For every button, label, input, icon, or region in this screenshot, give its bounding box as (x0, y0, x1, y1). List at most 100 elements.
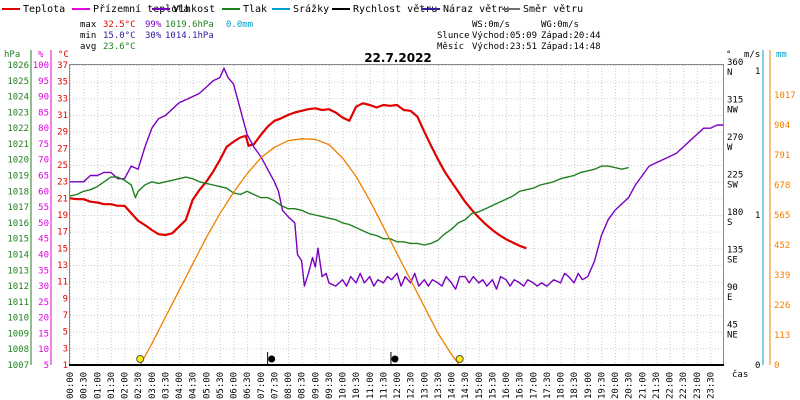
time-tick-label: 07:00 (257, 372, 267, 399)
temperature-tick-label: 27 (57, 144, 68, 154)
wind-tick-label: 1 (755, 67, 760, 77)
time-tick-label: 03:00 (148, 372, 158, 399)
stats-max-label: max (80, 20, 97, 30)
temperature-unit-label: °C (58, 50, 69, 60)
time-tick-label: 16:00 (502, 372, 512, 399)
time-tick-label: 06:30 (243, 372, 253, 399)
direction-unit-label: ° (726, 50, 731, 60)
pressure-tick-label: 1012 (7, 282, 29, 292)
temperature-tick-label: 33 (57, 94, 68, 104)
pressure-tick-label: 1026 (7, 61, 29, 71)
time-tick-label: 21:00 (638, 372, 648, 399)
time-tick-label: 08:30 (298, 372, 308, 399)
temperature-tick-label: 3 (63, 344, 68, 354)
temperature-tick-label: 9 (63, 294, 68, 304)
humidity-tick-label: 35 (38, 266, 49, 276)
legend-item-prizemni-teplota: Přízemní teplota (72, 3, 189, 15)
stats-min-pressure: 1014.1hPa (165, 31, 214, 41)
humidity-tick-label: 30 (38, 282, 49, 292)
time-tick-label: 02:30 (134, 372, 144, 399)
humidity-tick-label: 10 (38, 345, 49, 355)
time-tick-label: 20:30 (625, 372, 635, 399)
pressure-tick-label: 1017 (7, 203, 29, 213)
humidity-tick-label: 70 (38, 156, 49, 166)
legend-item-rychlost-vetru: Rychlost větru (332, 3, 437, 15)
legend-label: Náraz větru (443, 3, 509, 15)
time-tick-label: 19:30 (597, 372, 607, 399)
time-tick-label: 23:30 (706, 372, 716, 399)
legend-label: Srážky (293, 3, 329, 15)
stats-max-rain: 0.0mm (226, 20, 253, 30)
direction-tick-dir: N (727, 68, 732, 78)
time-tick-label: 01:00 (93, 372, 103, 399)
direction-tick-value: 315 (727, 96, 743, 106)
stats-max-temp: 32.5°C (103, 20, 136, 30)
temperature-tick-label: 35 (57, 78, 68, 88)
legend-label: Směr větru (523, 3, 583, 15)
chart-title: 22.7.2022 (364, 51, 432, 65)
legend-item-tlak: Tlak (222, 4, 267, 15)
time-tick-label: 04:00 (175, 372, 185, 399)
temperature-tick-label: 23 (57, 178, 68, 188)
direction-tick-dir: NE (727, 331, 738, 341)
time-tick-label: 18:30 (570, 372, 580, 399)
legend-item-srazky: Srážky (272, 3, 329, 15)
pressure-tick-label: 1007 (7, 361, 29, 371)
direction-tick-value: 360 (727, 58, 743, 68)
stats-avg-label: avg (80, 42, 96, 52)
moonrise-marker (391, 355, 399, 363)
temperature-tick-label: 31 (57, 111, 68, 121)
time-tick-label: 19:00 (584, 372, 594, 399)
sunset-text: Západ:20:44 (541, 31, 601, 41)
temperature-tick-label: 29 (57, 128, 68, 138)
direction-tick-dir: NW (727, 106, 738, 116)
solar-tick-label: 452 (774, 241, 790, 251)
time-tick-label: 11:00 (366, 372, 376, 399)
pressure-unit-label: hPa (4, 50, 20, 60)
solar-tick-label: 0 (774, 361, 779, 371)
wind-speed-info: WS:0m/s (472, 20, 510, 30)
pressure-tick-label: 1008 (7, 345, 29, 355)
humidity-tick-label: 75 (38, 140, 49, 150)
humidity-tick-label: 80 (38, 124, 49, 134)
rain-unit-label: mm (776, 50, 787, 60)
pressure-tick-label: 1020 (7, 156, 29, 166)
humidity-tick-label: 100 (33, 61, 49, 71)
humidity-tick-label: 85 (38, 108, 49, 118)
time-tick-label: 01:30 (107, 372, 117, 399)
time-tick-label: 13:00 (420, 372, 430, 399)
time-tick-label: 17:00 (529, 372, 539, 399)
pressure-tick-label: 1014 (7, 250, 29, 260)
pressure-tick-label: 1009 (7, 329, 29, 339)
time-tick-label: 10:30 (352, 372, 362, 399)
direction-tick-value: 90 (727, 283, 738, 293)
time-tick-label: 12:30 (407, 372, 417, 399)
time-tick-label: 08:00 (284, 372, 294, 399)
humidity-tick-label: 65 (38, 172, 49, 182)
moonset-marker (268, 355, 276, 363)
legend-label: Tlak (243, 4, 267, 15)
time-tick-label: 21:30 (652, 372, 662, 399)
direction-tick-value: 135 (727, 246, 743, 256)
temperature-tick-label: 11 (57, 278, 68, 288)
temperature-tick-label: 25 (57, 161, 68, 171)
time-tick-label: 16:30 (516, 372, 526, 399)
humidity-tick-label: 55 (38, 203, 49, 213)
time-tick-label: 15:30 (488, 372, 498, 399)
time-tick-label: 05:00 (202, 372, 212, 399)
temperature-tick-label: 13 (57, 261, 68, 271)
temperature-tick-label: 37 (57, 61, 68, 71)
stats-min-label: min (80, 31, 96, 41)
temperature-tick-label: 7 (63, 311, 68, 321)
humidity-tick-label: 40 (38, 250, 49, 260)
temperature-tick-label: 5 (63, 328, 68, 338)
legend-label: Rychlost větru (353, 3, 437, 15)
pressure-tick-label: 1025 (7, 77, 29, 87)
pressure-tick-label: 1011 (7, 298, 29, 308)
temperature-tick-label: 21 (57, 194, 68, 204)
astro-block: WS:0m/s WG:0m/s Slunce Východ:05:09 Zápa… (437, 20, 601, 52)
time-tick-label: 11:30 (379, 372, 389, 399)
solar-tick-label: 678 (774, 181, 790, 191)
moon-label: Měsíc (437, 42, 464, 52)
